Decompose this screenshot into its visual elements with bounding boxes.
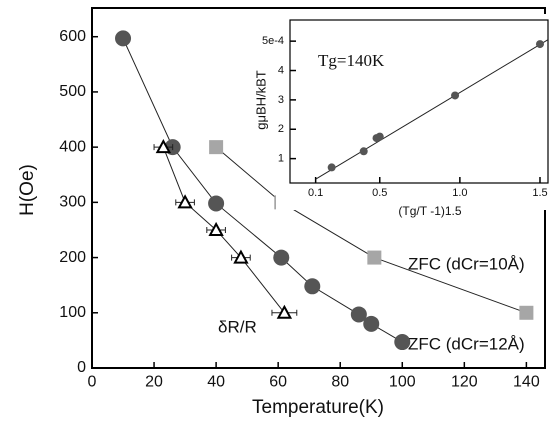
data-point — [375, 132, 384, 141]
data-point — [208, 221, 224, 236]
series-label: δR/R — [218, 317, 257, 336]
data-point — [209, 140, 224, 155]
y-tick-label: 200 — [59, 249, 86, 266]
x-tick-label: 0.1 — [308, 187, 323, 199]
x-axis-label: Temperature(K) — [252, 397, 384, 418]
data-point — [350, 306, 367, 323]
data-point — [367, 250, 382, 265]
x-tick-label: 0 — [88, 374, 97, 391]
x-tick-label: 20 — [145, 374, 163, 391]
data-point — [273, 249, 290, 266]
annotation: Tg=140K — [318, 51, 385, 70]
data-point — [177, 194, 193, 209]
data-point — [535, 40, 544, 49]
y-tick-label: 4 — [278, 64, 284, 76]
data-point — [519, 305, 534, 320]
series-label: ZFC (dCr=10Å) — [408, 254, 525, 273]
y-axis-label: gμBH/kBT — [253, 70, 268, 130]
y-tick-label: 300 — [59, 194, 86, 211]
x-axis-label: (Tg/T -1)1.5 — [398, 204, 461, 218]
y-tick-label: 2 — [278, 123, 284, 135]
data-point — [394, 334, 411, 351]
data-point — [115, 30, 132, 47]
fit-line — [315, 39, 549, 180]
x-tick-label: 80 — [331, 374, 349, 391]
data-point — [304, 278, 321, 295]
data-point — [208, 195, 225, 212]
y-axis-label: H(Oe) — [17, 164, 38, 216]
data-point — [327, 163, 336, 172]
x-tick-label: 0.5 — [372, 187, 387, 199]
x-tick-label: 140 — [513, 374, 540, 391]
data-point — [276, 304, 293, 319]
series-line — [215, 146, 527, 314]
y-tick-label: 0 — [77, 359, 86, 376]
x-tick-label: 100 — [389, 374, 416, 391]
x-tick-label: 1.0 — [452, 187, 467, 199]
y-tick-label: 100 — [59, 304, 86, 321]
data-point — [233, 249, 249, 264]
data-point — [451, 91, 460, 100]
y-tick-label: 3 — [278, 94, 284, 106]
inset-background — [276, 14, 552, 210]
data-point — [155, 139, 172, 154]
y-tick-label: 5e-4 — [262, 35, 284, 47]
plot-frame — [289, 19, 549, 184]
y-tick-label: 1 — [278, 153, 284, 165]
y-tick-label: 500 — [59, 83, 86, 100]
x-tick-label: 60 — [269, 374, 287, 391]
data-point — [359, 147, 368, 156]
x-tick-label: 120 — [451, 374, 478, 391]
x-tick-label: 40 — [207, 374, 225, 391]
y-tick-label: 600 — [59, 28, 86, 45]
x-tick-label: 1.5 — [532, 187, 547, 199]
series-label: ZFC (dCr=12Å) — [408, 334, 525, 353]
data-point — [363, 315, 380, 332]
y-tick-label: 400 — [59, 138, 86, 155]
